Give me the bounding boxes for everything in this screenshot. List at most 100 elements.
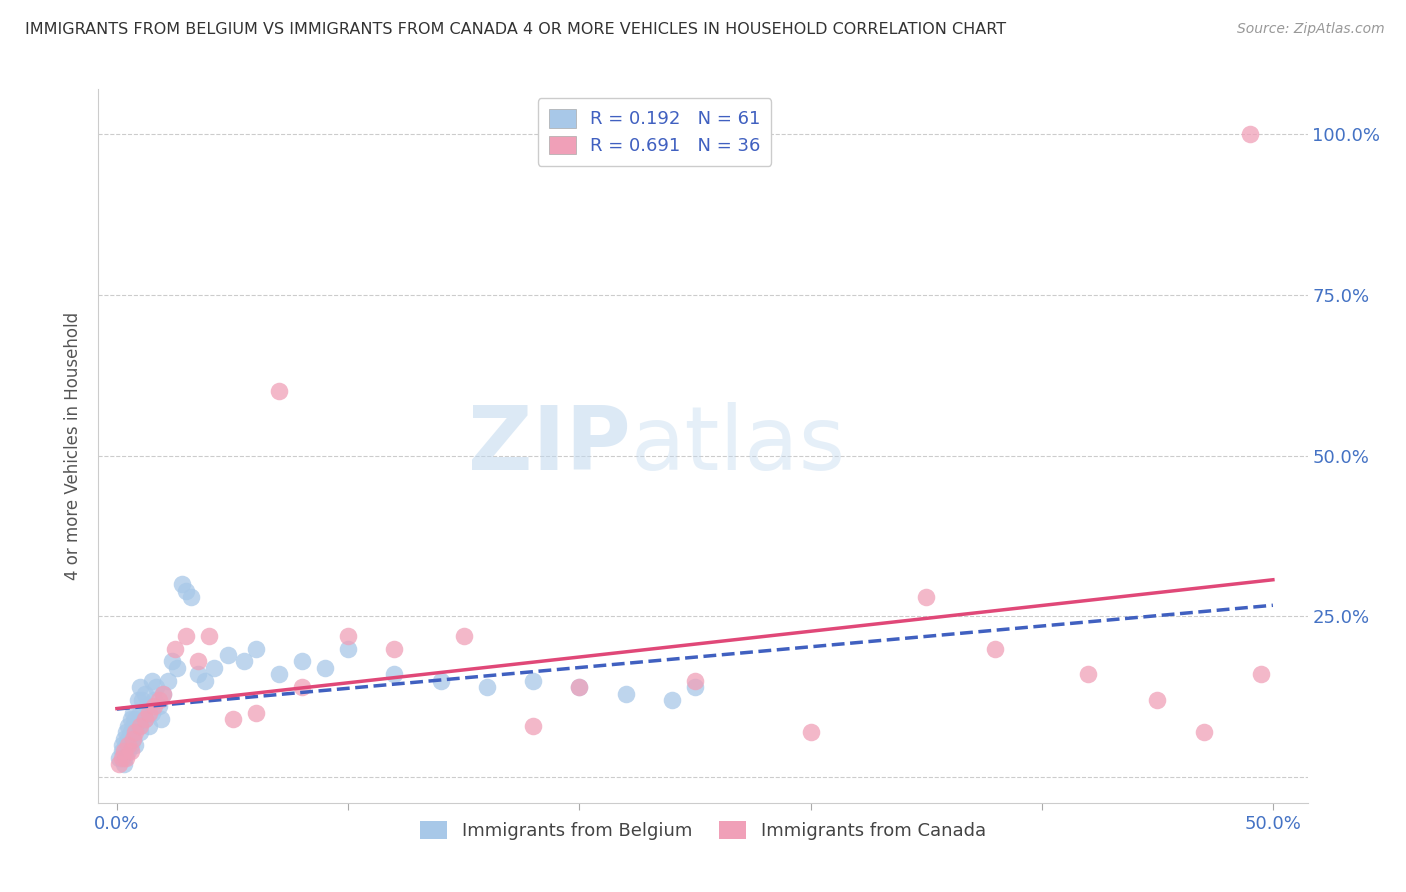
Point bbox=[129, 725, 152, 739]
Point bbox=[1239, 127, 1261, 141]
Text: IMMIGRANTS FROM BELGIUM VS IMMIGRANTS FROM CANADA 4 OR MORE VEHICLES IN HOUSEHOL: IMMIGRANTS FROM BELGIUM VS IMMIGRANTS FR… bbox=[25, 22, 1007, 37]
Text: ZIP: ZIP bbox=[468, 402, 630, 490]
Point bbox=[134, 712, 156, 726]
Text: atlas: atlas bbox=[630, 402, 845, 490]
Point bbox=[122, 706, 145, 720]
Point bbox=[453, 629, 475, 643]
Point bbox=[1192, 725, 1215, 739]
Point bbox=[382, 667, 405, 681]
Point bbox=[475, 680, 498, 694]
Point bbox=[127, 693, 149, 707]
Point bbox=[127, 719, 149, 733]
Point bbox=[194, 673, 217, 688]
Point bbox=[148, 699, 170, 714]
Point bbox=[291, 680, 314, 694]
Point bbox=[112, 757, 135, 772]
Point bbox=[568, 680, 591, 694]
Point bbox=[156, 673, 179, 688]
Point bbox=[120, 725, 142, 739]
Point bbox=[138, 706, 160, 720]
Point bbox=[661, 693, 683, 707]
Point bbox=[108, 751, 131, 765]
Point bbox=[174, 629, 197, 643]
Point bbox=[112, 744, 135, 758]
Text: Source: ZipAtlas.com: Source: ZipAtlas.com bbox=[1237, 22, 1385, 37]
Point bbox=[115, 738, 138, 752]
Point bbox=[115, 751, 138, 765]
Point bbox=[233, 654, 256, 668]
Point bbox=[568, 680, 591, 694]
Point bbox=[110, 744, 132, 758]
Point bbox=[129, 706, 152, 720]
Point bbox=[522, 719, 544, 733]
Point bbox=[245, 641, 267, 656]
Point bbox=[117, 731, 139, 746]
Point bbox=[117, 719, 139, 733]
Point bbox=[799, 725, 821, 739]
Point bbox=[217, 648, 239, 662]
Point bbox=[291, 654, 314, 668]
Point bbox=[198, 629, 221, 643]
Point bbox=[915, 590, 938, 604]
Point bbox=[141, 673, 163, 688]
Point bbox=[122, 719, 145, 733]
Point bbox=[163, 641, 186, 656]
Point bbox=[134, 712, 156, 726]
Point bbox=[124, 725, 146, 739]
Point bbox=[110, 751, 132, 765]
Point bbox=[1146, 693, 1168, 707]
Point bbox=[1250, 667, 1272, 681]
Point bbox=[108, 757, 131, 772]
Point bbox=[149, 712, 172, 726]
Point bbox=[117, 738, 139, 752]
Point bbox=[1077, 667, 1099, 681]
Point bbox=[112, 751, 135, 765]
Point bbox=[110, 738, 132, 752]
Point bbox=[152, 686, 174, 700]
Point bbox=[170, 577, 193, 591]
Point bbox=[122, 731, 145, 746]
Point bbox=[245, 706, 267, 720]
Point bbox=[337, 629, 360, 643]
Point bbox=[117, 744, 139, 758]
Point bbox=[120, 738, 142, 752]
Point bbox=[141, 706, 163, 720]
Point bbox=[221, 712, 243, 726]
Y-axis label: 4 or more Vehicles in Household: 4 or more Vehicles in Household bbox=[65, 312, 83, 580]
Point bbox=[382, 641, 405, 656]
Point bbox=[614, 686, 637, 700]
Point bbox=[202, 661, 225, 675]
Point bbox=[683, 673, 706, 688]
Point bbox=[187, 667, 209, 681]
Point bbox=[267, 384, 290, 399]
Point bbox=[180, 590, 202, 604]
Point bbox=[984, 641, 1007, 656]
Point bbox=[142, 699, 165, 714]
Point bbox=[187, 654, 209, 668]
Point bbox=[267, 667, 290, 681]
Point bbox=[314, 661, 336, 675]
Point bbox=[120, 744, 142, 758]
Point bbox=[112, 731, 135, 746]
Point bbox=[138, 719, 160, 733]
Point bbox=[142, 693, 165, 707]
Point bbox=[174, 583, 197, 598]
Point bbox=[131, 693, 153, 707]
Point bbox=[122, 731, 145, 746]
Point bbox=[166, 661, 188, 675]
Point bbox=[129, 680, 152, 694]
Point bbox=[136, 699, 159, 714]
Point bbox=[124, 712, 146, 726]
Point bbox=[162, 654, 184, 668]
Legend: Immigrants from Belgium, Immigrants from Canada: Immigrants from Belgium, Immigrants from… bbox=[413, 814, 993, 847]
Point bbox=[134, 686, 156, 700]
Point bbox=[124, 738, 146, 752]
Point bbox=[522, 673, 544, 688]
Point bbox=[683, 680, 706, 694]
Point bbox=[337, 641, 360, 656]
Point bbox=[115, 725, 138, 739]
Point bbox=[145, 680, 167, 694]
Point bbox=[115, 744, 138, 758]
Point bbox=[152, 686, 174, 700]
Point bbox=[148, 693, 170, 707]
